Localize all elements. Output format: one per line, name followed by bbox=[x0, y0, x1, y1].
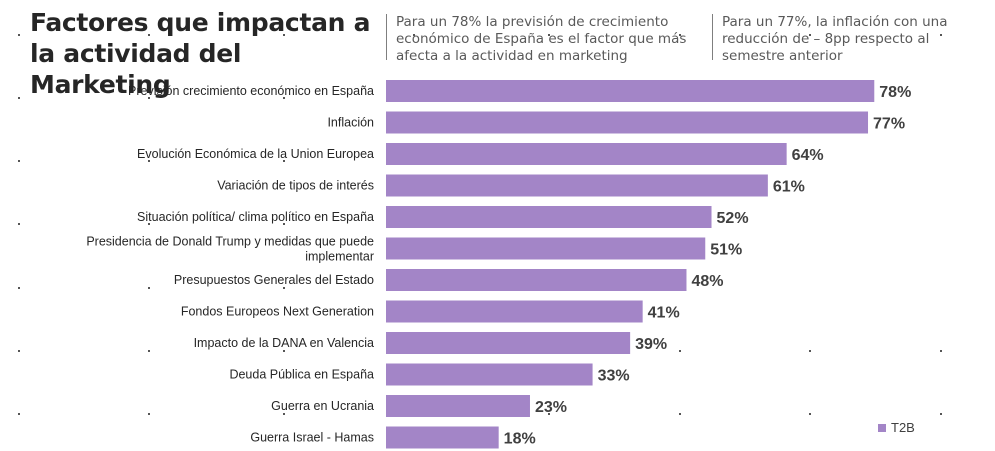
value-label: 64% bbox=[792, 147, 824, 164]
legend-swatch bbox=[878, 423, 886, 432]
legend: T2B bbox=[878, 420, 915, 435]
grid-dot bbox=[283, 287, 285, 289]
category-label: Variación de tipos de interés bbox=[217, 179, 374, 193]
value-label: 61% bbox=[773, 179, 805, 196]
grid-dot bbox=[148, 413, 150, 415]
bar bbox=[386, 111, 869, 134]
bar bbox=[386, 237, 706, 260]
value-label: 18% bbox=[504, 431, 536, 448]
grid-dot bbox=[18, 34, 20, 36]
grid-dot bbox=[18, 97, 20, 99]
category-label: Previsión crecimiento económico en Españ… bbox=[128, 84, 374, 98]
bar bbox=[386, 80, 875, 102]
grid-dot bbox=[548, 34, 550, 36]
grid-dot bbox=[809, 350, 811, 352]
value-label: 77% bbox=[873, 116, 905, 133]
grid-dot bbox=[148, 287, 150, 289]
legend-label: T2B bbox=[891, 420, 915, 435]
grid-dot bbox=[283, 34, 285, 36]
category-label: Guerra en Ucrania bbox=[271, 399, 374, 413]
grid-dot bbox=[18, 160, 20, 162]
grid-dot bbox=[18, 287, 20, 289]
grid-dot bbox=[18, 413, 20, 415]
bar bbox=[386, 269, 687, 291]
bar bbox=[386, 206, 712, 228]
grid-dot bbox=[283, 223, 285, 225]
grid-dot bbox=[679, 350, 681, 352]
category-label: Inflación bbox=[327, 116, 374, 130]
grid-dot bbox=[548, 413, 550, 415]
grid-dot bbox=[940, 350, 942, 352]
grid-dot bbox=[18, 223, 20, 225]
value-label: 48% bbox=[691, 273, 723, 290]
grid-dot bbox=[940, 413, 942, 415]
bar bbox=[386, 395, 530, 417]
insight-note-forecast: Para un 78% la previsión de crecimiento … bbox=[386, 14, 704, 64]
insight-note-inflation: Para un 77%, la inflación con una reducc… bbox=[712, 14, 982, 64]
category-label: Guerra Israel - Hamas bbox=[250, 431, 374, 445]
value-label: 41% bbox=[648, 305, 680, 322]
grid-dot bbox=[679, 413, 681, 415]
grid-dot bbox=[679, 34, 681, 36]
grid-dot bbox=[148, 350, 150, 352]
grid-dot bbox=[283, 413, 285, 415]
grid-dot bbox=[809, 413, 811, 415]
grid-dot bbox=[283, 97, 285, 99]
grid-dot bbox=[413, 34, 415, 36]
value-label: 39% bbox=[635, 336, 667, 353]
chart-title: Factores que impactan a la actividad del… bbox=[30, 8, 371, 99]
category-label: Presupuestos Generales del Estado bbox=[174, 273, 374, 287]
bar bbox=[386, 174, 768, 197]
category-label: Presidencia de Donald Trump y medidas qu… bbox=[86, 235, 374, 264]
grid-dot bbox=[809, 34, 811, 36]
value-label: 23% bbox=[535, 399, 567, 416]
bar bbox=[386, 363, 593, 386]
grid-dot bbox=[283, 160, 285, 162]
value-label: 33% bbox=[598, 368, 630, 385]
category-label: Impacto de la DANA en Valencia bbox=[194, 336, 374, 350]
bar bbox=[386, 143, 787, 165]
grid-dot bbox=[18, 350, 20, 352]
grid-dot bbox=[148, 160, 150, 162]
category-label: Deuda Pública en España bbox=[229, 368, 374, 382]
category-label: Evolución Económica de la Union Europea bbox=[137, 147, 374, 161]
grid-dot bbox=[148, 34, 150, 36]
grid-dot bbox=[148, 97, 150, 99]
category-label: Situación política/ clima político en Es… bbox=[137, 210, 374, 224]
bar bbox=[386, 332, 631, 354]
value-label: 51% bbox=[710, 242, 742, 259]
value-label: 78% bbox=[879, 84, 911, 101]
value-label: 52% bbox=[717, 210, 749, 227]
grid-dot bbox=[940, 34, 942, 36]
grid-dot bbox=[283, 350, 285, 352]
bar bbox=[386, 300, 643, 323]
grid-dot bbox=[148, 223, 150, 225]
bar bbox=[386, 426, 499, 449]
category-label: Fondos Europeos Next Generation bbox=[181, 305, 374, 319]
